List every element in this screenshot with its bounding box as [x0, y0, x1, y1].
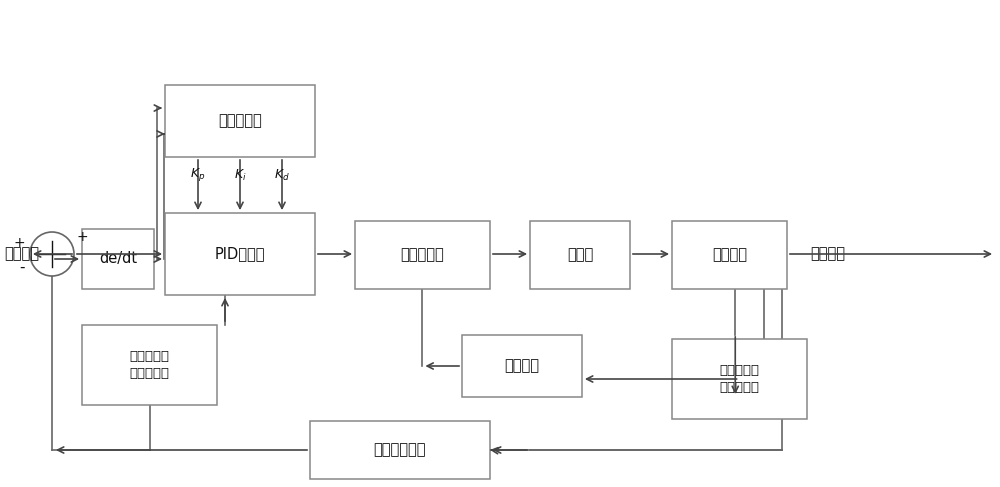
Text: 驱动器: 驱动器	[567, 247, 593, 262]
Bar	[310, 421, 490, 479]
Text: -: -	[20, 260, 25, 275]
Bar	[165, 213, 315, 295]
Text: 测速模块: 测速模块	[505, 358, 540, 374]
Text: de/dt: de/dt	[99, 251, 137, 266]
Text: +: +	[76, 230, 88, 244]
Circle shape	[30, 232, 74, 276]
Bar	[82, 325, 217, 405]
Text: PID控制器: PID控制器	[215, 246, 265, 262]
Bar	[82, 229, 154, 289]
Bar	[462, 335, 582, 397]
Text: 设定距离: 设定距离	[4, 246, 39, 262]
Text: $K_i$: $K_i$	[234, 168, 246, 183]
Text: $K_p$: $K_p$	[190, 166, 206, 183]
Text: $K_d$: $K_d$	[274, 168, 290, 183]
Text: 超声波传感
器输出特性: 超声波传感 器输出特性	[130, 350, 170, 380]
Text: +: +	[13, 236, 25, 250]
Bar	[355, 221, 490, 289]
Text: 执行机构: 执行机构	[712, 247, 747, 262]
Text: 超声波传感
器输出特性: 超声波传感 器输出特性	[720, 364, 760, 394]
Text: 模糊控制器: 模糊控制器	[218, 113, 262, 129]
Bar	[530, 221, 630, 289]
Text: 超声波传感器: 超声波传感器	[374, 443, 426, 457]
Text: 实际距离: 实际距离	[810, 246, 845, 262]
Text: 速度调节器: 速度调节器	[401, 247, 444, 262]
Bar	[165, 85, 315, 157]
Bar	[672, 339, 807, 419]
Bar	[672, 221, 787, 289]
